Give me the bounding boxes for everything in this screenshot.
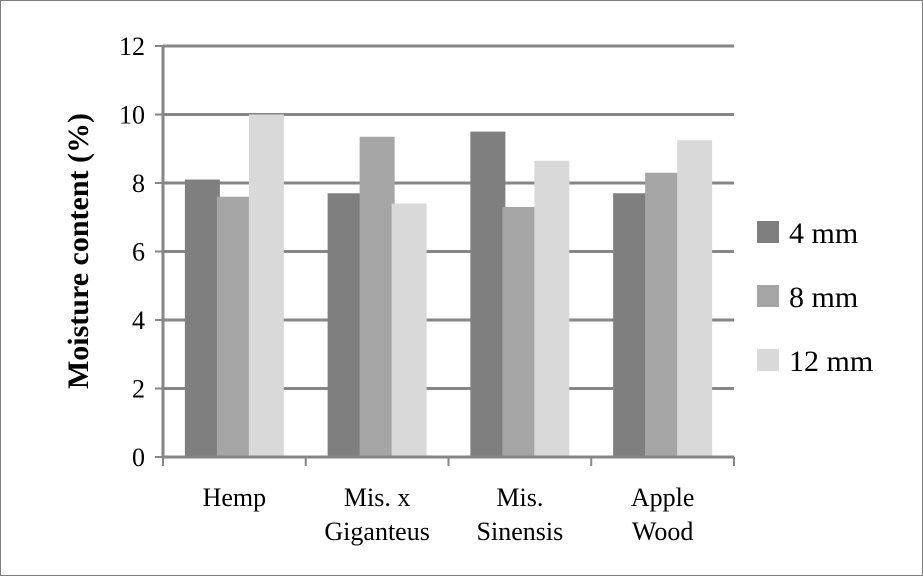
- x-tick-label: Apple Wood: [631, 483, 695, 546]
- bar: [327, 193, 363, 457]
- bar: [184, 179, 220, 457]
- bar: [470, 131, 506, 457]
- y-tick-label: 4: [132, 306, 145, 335]
- bar: [359, 136, 395, 457]
- x-tick-label: Mis. x Giganteus: [324, 483, 429, 546]
- y-tick-label: 10: [119, 101, 145, 130]
- y-tick-label: 6: [132, 238, 145, 267]
- bar: [248, 114, 284, 457]
- y-tick-labels: 0 2 4 6 8 10 12: [119, 32, 145, 472]
- y-tick-label: 0: [132, 443, 145, 472]
- x-tick-label: Mis. Sinensis: [477, 483, 564, 546]
- legend-swatch: [757, 221, 779, 243]
- bar: [216, 196, 252, 457]
- legend-swatch: [757, 285, 779, 307]
- legend-swatch: [757, 349, 779, 371]
- bars: [184, 114, 713, 458]
- legend-label: 12 mm: [789, 345, 873, 378]
- legend: 4 mm 8 mm 12 mm: [757, 217, 873, 378]
- bar: [645, 172, 681, 457]
- y-tick-label: 8: [132, 169, 145, 198]
- bar: [502, 206, 538, 457]
- legend-label: 8 mm: [789, 281, 858, 314]
- x-tick-label: Hemp: [203, 483, 267, 512]
- bar: [677, 140, 713, 457]
- bar: [613, 193, 649, 457]
- axes: [155, 45, 735, 466]
- y-tick-label: 12: [119, 32, 145, 61]
- legend-label: 4 mm: [789, 217, 858, 250]
- x-tick-labels: Hemp Mis. x Giganteus Mis. Sinensis Apple Wood: [203, 483, 695, 546]
- y-axis-label: Moisture content (%): [62, 113, 95, 389]
- y-tick-label: 2: [132, 375, 145, 404]
- bar: [391, 203, 427, 457]
- bar: [534, 160, 570, 458]
